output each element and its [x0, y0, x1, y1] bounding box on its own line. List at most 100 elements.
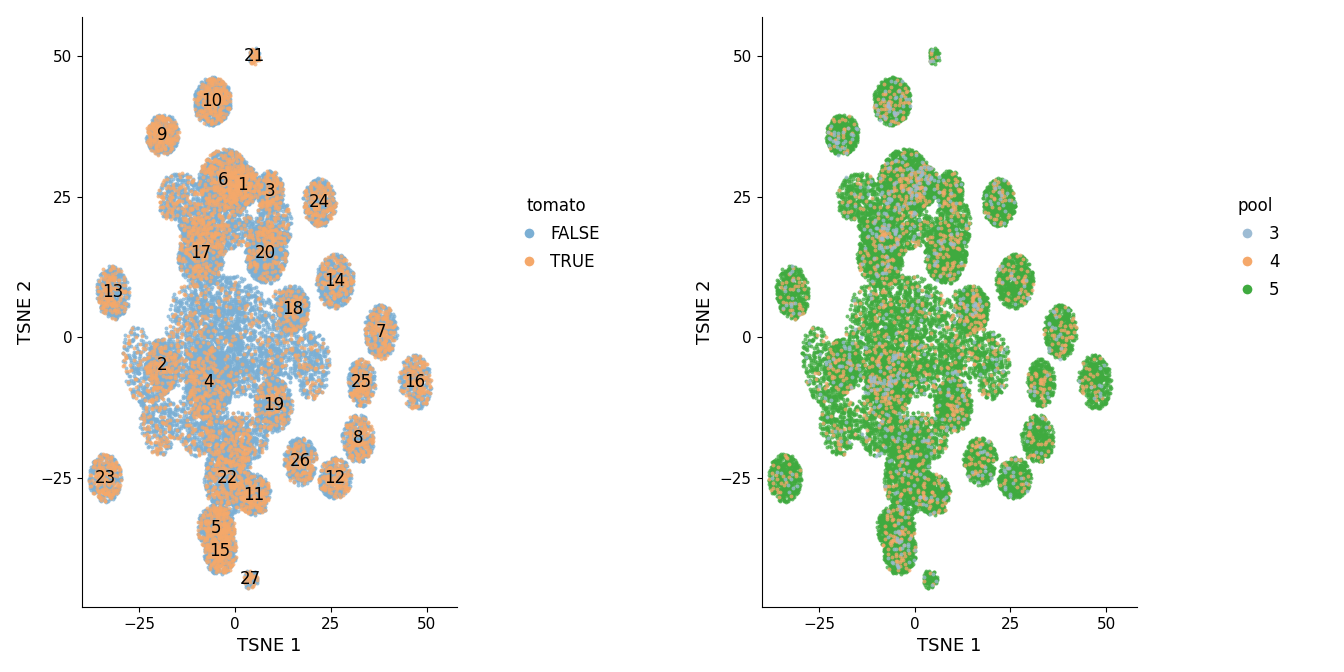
Point	[923, 259, 945, 270]
Point	[968, 317, 989, 328]
Point	[871, 444, 892, 455]
Point	[902, 425, 923, 436]
Point	[163, 350, 184, 361]
Point	[333, 286, 355, 296]
Point	[817, 126, 839, 136]
Point	[203, 248, 224, 259]
Point	[1091, 369, 1113, 380]
Point	[187, 257, 208, 267]
Point	[1051, 325, 1073, 336]
Point	[953, 417, 974, 427]
Point	[216, 219, 238, 230]
Point	[876, 415, 898, 426]
Point	[180, 407, 202, 418]
Point	[208, 399, 230, 410]
Point	[778, 269, 800, 280]
Point	[142, 419, 164, 430]
Point	[810, 399, 832, 410]
Point	[857, 345, 879, 356]
Point	[884, 228, 906, 239]
Point	[211, 163, 233, 174]
Point	[1081, 403, 1102, 413]
Point	[770, 461, 792, 472]
Point	[195, 239, 216, 250]
Point	[257, 268, 278, 279]
Text: 27: 27	[239, 570, 261, 588]
Point	[925, 260, 946, 271]
Point	[949, 185, 970, 196]
Point	[1025, 437, 1047, 448]
Point	[953, 399, 974, 410]
Point	[269, 261, 290, 271]
Point	[876, 409, 898, 419]
Point	[931, 273, 953, 284]
Point	[161, 118, 183, 129]
Point	[206, 267, 227, 278]
Point	[876, 230, 898, 241]
Point	[273, 307, 294, 318]
Point	[1050, 319, 1071, 329]
Point	[989, 344, 1011, 355]
Point	[855, 223, 876, 234]
Point	[298, 459, 320, 470]
Point	[190, 369, 211, 380]
Point	[224, 372, 246, 382]
Point	[891, 200, 913, 210]
Point	[823, 425, 844, 435]
Point	[775, 308, 797, 319]
Point	[376, 343, 398, 353]
Point	[226, 371, 247, 382]
Point	[226, 431, 247, 442]
Point	[933, 415, 954, 425]
Point	[902, 364, 923, 374]
Point	[818, 138, 840, 149]
Point	[898, 482, 919, 493]
Point	[1036, 395, 1058, 406]
Point	[333, 478, 355, 489]
Point	[816, 390, 837, 401]
Point	[859, 447, 880, 458]
Point	[1052, 326, 1074, 337]
Point	[344, 409, 366, 420]
Point	[146, 381, 168, 392]
Point	[227, 173, 249, 183]
Point	[1025, 365, 1047, 376]
Point	[266, 394, 288, 405]
Point	[167, 312, 188, 323]
Point	[930, 185, 952, 196]
Point	[953, 400, 974, 411]
Point	[900, 171, 922, 182]
Point	[866, 278, 887, 289]
Point	[903, 439, 925, 450]
Point	[937, 310, 958, 321]
Point	[1016, 275, 1038, 286]
Point	[259, 272, 281, 283]
Point	[938, 243, 960, 254]
Point	[993, 183, 1015, 194]
Point	[890, 543, 911, 554]
Point	[206, 245, 227, 256]
Point	[347, 382, 368, 392]
Point	[884, 474, 906, 485]
Point	[173, 218, 195, 228]
Point	[230, 223, 251, 234]
Point	[278, 460, 300, 471]
Point	[884, 535, 906, 546]
Point	[405, 360, 426, 371]
Point	[894, 496, 915, 507]
Point	[899, 435, 921, 446]
Point	[94, 466, 116, 477]
Point	[285, 345, 306, 355]
Point	[898, 520, 919, 531]
Point	[909, 308, 930, 319]
Point	[228, 456, 250, 467]
Point	[253, 261, 274, 272]
Point	[945, 369, 966, 380]
Point	[271, 186, 293, 197]
Point	[309, 472, 331, 482]
Point	[214, 206, 235, 217]
Point	[214, 170, 235, 181]
Point	[280, 456, 301, 466]
Point	[388, 367, 410, 378]
Point	[185, 228, 207, 239]
